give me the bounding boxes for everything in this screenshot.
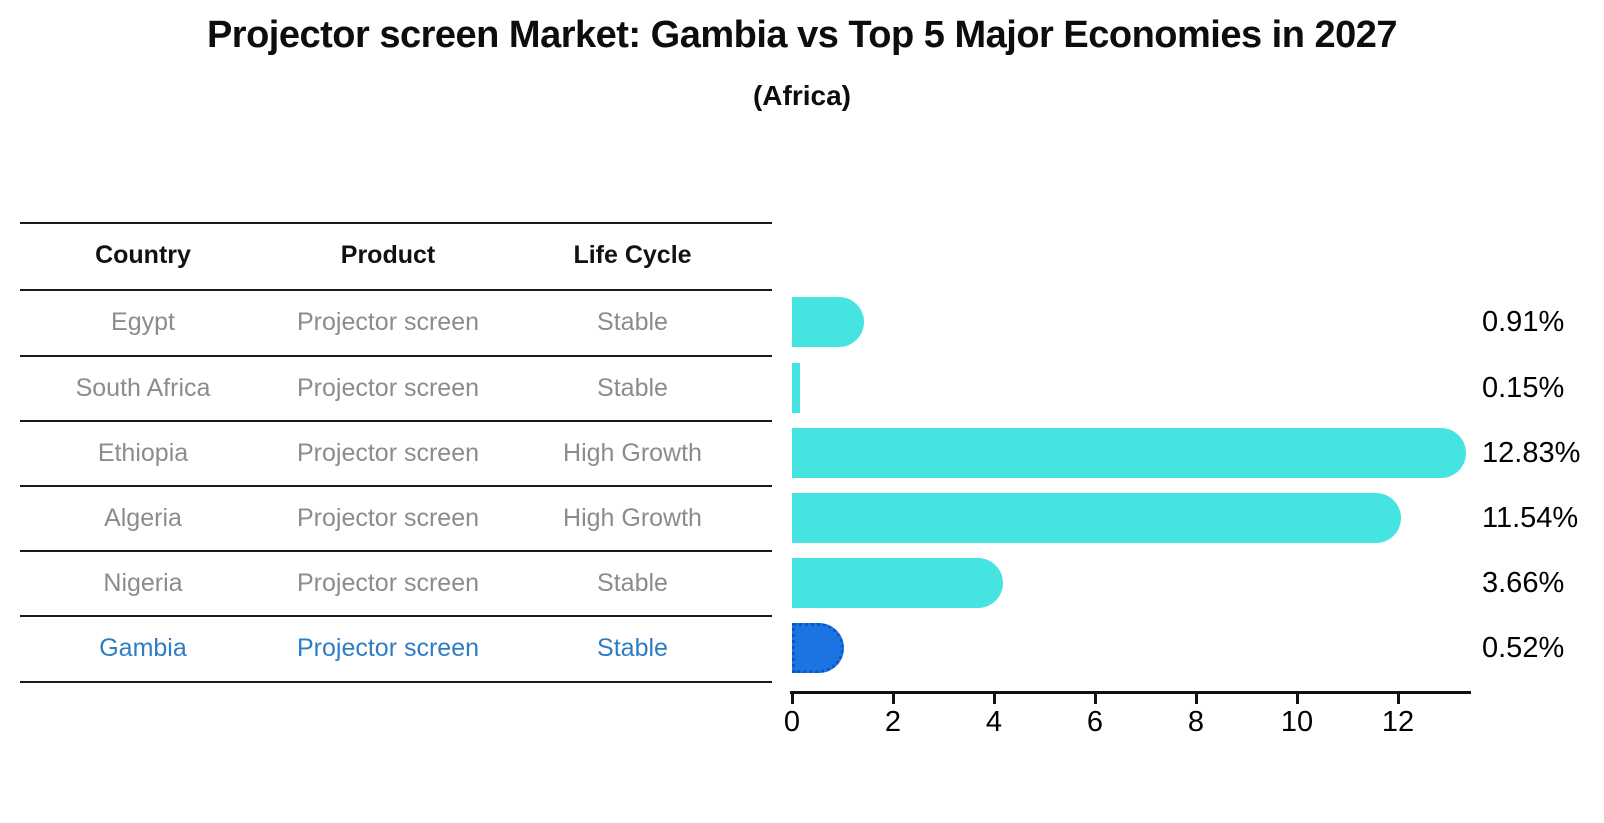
product-cell: Projector screen [296,568,480,597]
product-cell: Projector screen [296,373,480,402]
bar [792,557,1003,608]
value-label: 0.15% [1482,371,1565,404]
bar [792,427,1466,478]
value-label: 0.91% [1482,306,1565,338]
value-label: 12.83% [1482,436,1581,469]
x-axis-tick-mark [1093,691,1097,704]
page-subtitle: (Africa) [752,80,851,111]
value-label: 0.52% [1482,632,1565,664]
x-axis [790,691,1471,694]
x-axis-tick-mark [1396,691,1400,704]
x-axis-tick-label: 12 [1381,706,1415,738]
x-axis-tick-label: 6 [1086,706,1104,738]
column-header-life-cycle: Life Cycle [573,241,692,269]
x-axis-tick-label: 8 [1187,706,1205,738]
product-cell: Projector screen [296,308,480,336]
country-cell: Nigeria [103,568,183,597]
lifecycle-cell: Stable [597,568,668,597]
product-cell: Projector screen [296,634,480,662]
x-axis-tick-mark [992,691,996,704]
bar [792,492,1401,543]
value-label: 3.66% [1482,566,1565,599]
column-header-product: Product [340,241,436,269]
lifecycle-cell: Stable [597,373,668,402]
x-axis-tick-label: 0 [783,706,801,738]
row-separator-line [20,289,772,291]
product-cell: Projector screen [296,438,480,467]
x-axis-tick-label: 10 [1280,706,1314,738]
country-cell: South Africa [75,373,211,402]
product-cell: Projector screen [296,503,480,532]
lifecycle-cell: High Growth [563,503,702,532]
lifecycle-cell: Stable [597,308,668,336]
column-header-country: Country [95,241,191,269]
country-cell: Ethiopia [97,438,189,467]
row-separator-line [20,420,772,422]
row-separator-line [20,550,772,552]
country-cell: Gambia [99,634,187,662]
row-separator-line [20,485,772,487]
row-separator-line [20,355,772,357]
x-axis-tick-label: 2 [884,706,902,738]
x-axis-tick-mark [1295,691,1299,704]
row-separator-line [20,222,772,224]
bar [792,297,864,347]
bar-highlighted [792,623,845,673]
row-separator-line [20,681,772,683]
row-separator-line [20,615,772,617]
lifecycle-cell: Stable [597,634,668,662]
country-cell: Algeria [104,503,182,532]
x-axis-tick-mark [790,691,794,704]
x-axis-tick-mark [1194,691,1198,704]
value-label: 11.54% [1482,501,1579,534]
country-cell: Egypt [111,308,175,336]
bar [792,362,800,413]
x-axis-tick-label: 4 [985,706,1003,738]
x-axis-tick-mark [891,691,895,704]
lifecycle-cell: High Growth [563,438,702,467]
page-title: Projector screen Market: Gambia vs Top 5… [206,14,1398,56]
